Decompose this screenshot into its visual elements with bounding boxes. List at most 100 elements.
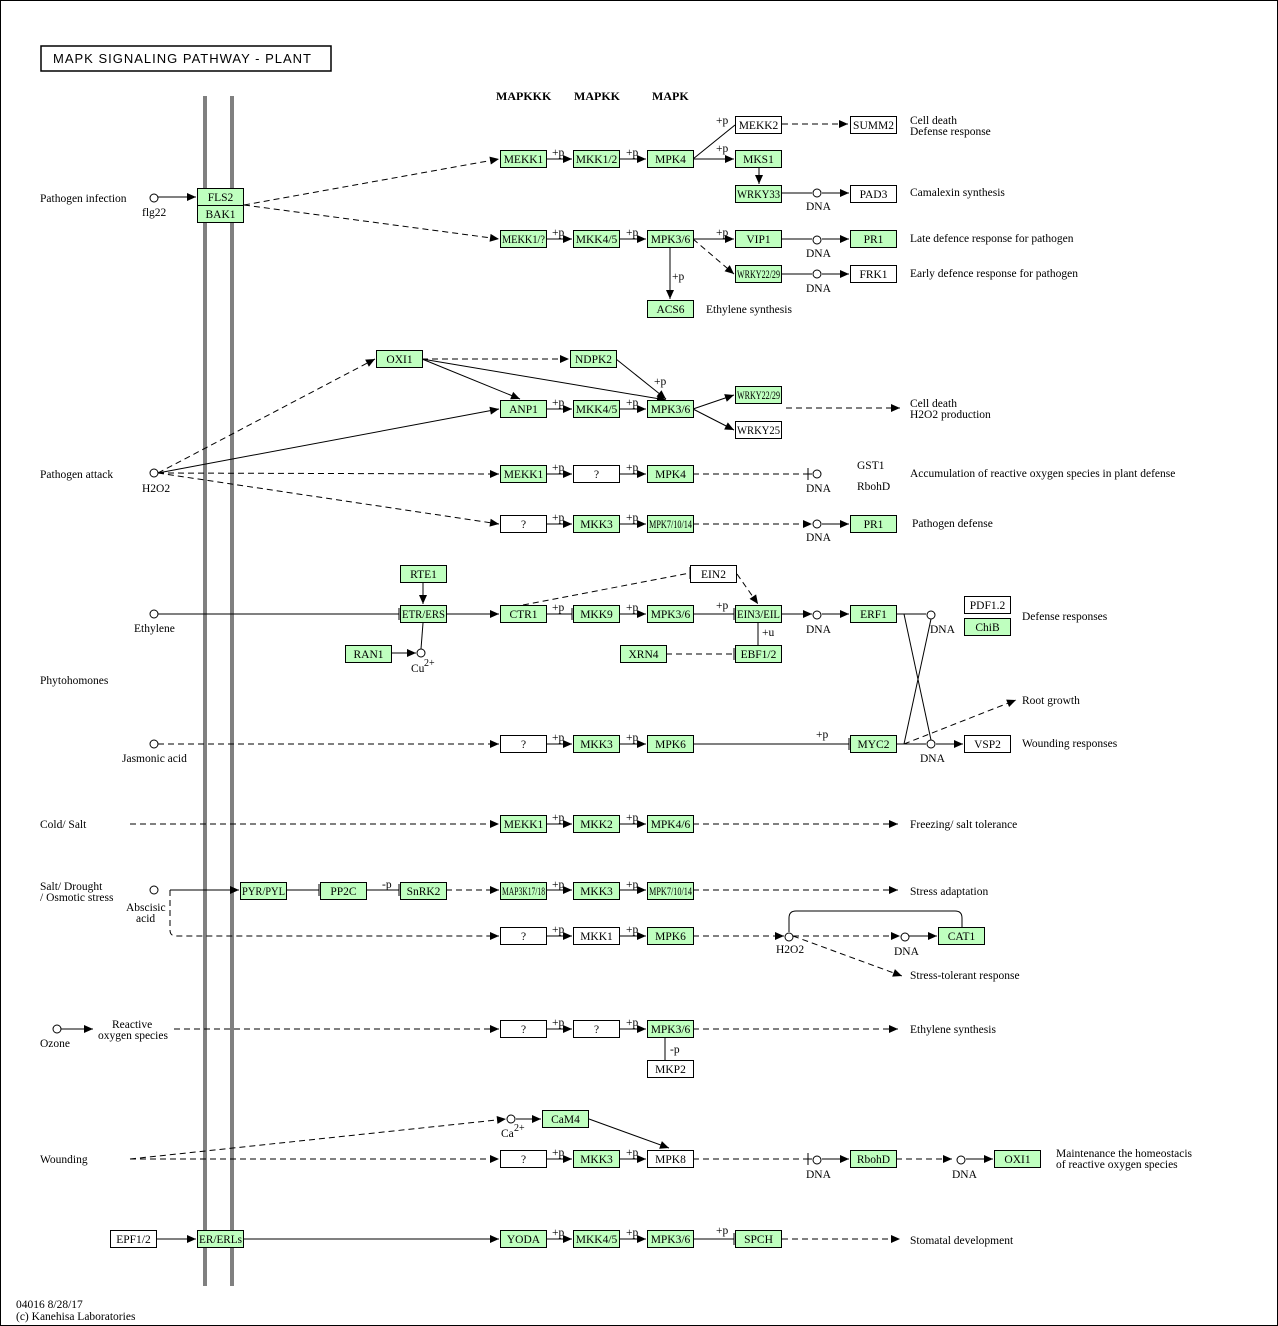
gene-q1[interactable]: ? xyxy=(573,465,620,483)
gene-mpk36-a[interactable]: MPK3/6 xyxy=(647,230,694,248)
gene-mekk2[interactable]: MEKK2 xyxy=(735,116,782,134)
gene-mpk8[interactable]: MPK8 xyxy=(647,1150,694,1168)
gene-wrky229[interactable]: WRKY22/29 xyxy=(735,265,782,283)
gene-label: PDF1.2 xyxy=(970,600,1006,612)
gene-vip1[interactable]: VIP1 xyxy=(735,230,782,248)
gene-mkk9[interactable]: MKK9 xyxy=(573,605,620,623)
gene-myc2[interactable]: MYC2 xyxy=(850,735,897,753)
gene-mks1[interactable]: MKS1 xyxy=(735,150,782,168)
gene-mkk45-c[interactable]: MKK4/5 xyxy=(573,1230,620,1248)
gene-label: MPK4/6 xyxy=(651,819,691,831)
gene-fls2[interactable]: FLS2 xyxy=(197,188,244,206)
gene-cat1[interactable]: CAT1 xyxy=(938,927,985,945)
gene-mkp2[interactable]: MKP2 xyxy=(647,1060,694,1078)
gene-oxi1-b[interactable]: OXI1 xyxy=(994,1150,1041,1168)
gene-mpk4-a[interactable]: MPK4 xyxy=(647,150,694,168)
label-cold-salt: Cold/ Salt xyxy=(40,819,87,831)
gene-map3k178[interactable]: MAP3K17/18 xyxy=(500,882,547,900)
gene-label: ? xyxy=(521,931,526,943)
label-defense-response: Defense response xyxy=(910,126,991,138)
gene-q4[interactable]: ? xyxy=(500,927,547,945)
gene-q3[interactable]: ? xyxy=(500,735,547,753)
gene-mkk2[interactable]: MKK2 xyxy=(573,815,620,833)
gene-snrk2[interactable]: SnRK2 xyxy=(400,882,447,900)
gene-cam4[interactable]: CaM4 xyxy=(542,1110,589,1128)
gene-pr1-b[interactable]: PR1 xyxy=(850,515,897,533)
gene-mpk46[interactable]: MPK4/6 xyxy=(647,815,694,833)
gene-pr1-a[interactable]: PR1 xyxy=(850,230,897,248)
gene-wrky2229[interactable]: WRKY22/29 xyxy=(735,386,782,404)
gene-mkk3-b[interactable]: MKK3 xyxy=(573,735,620,753)
gene-q7[interactable]: ? xyxy=(500,1150,547,1168)
gene-ebf12[interactable]: EBF1/2 xyxy=(735,645,782,663)
gene-q5[interactable]: ? xyxy=(500,1020,547,1038)
gene-q2[interactable]: ? xyxy=(500,515,547,533)
gene-mkk3-d[interactable]: MKK3 xyxy=(573,1150,620,1168)
label-phosphorylation: +p xyxy=(716,143,728,155)
gene-mpk36-c[interactable]: MPK3/6 xyxy=(647,605,694,623)
gene-ein2[interactable]: EIN2 xyxy=(690,565,737,583)
label-dna: DNA xyxy=(806,201,832,213)
gene-mekk1-c[interactable]: MEKK1 xyxy=(500,465,547,483)
gene-label: ? xyxy=(594,469,599,481)
gene-mekk1-d[interactable]: MEKK1 xyxy=(500,815,547,833)
gene-label: MKP2 xyxy=(655,1064,686,1076)
gene-summ2[interactable]: SUMM2 xyxy=(850,116,897,134)
gene-rte1[interactable]: RTE1 xyxy=(400,565,447,583)
header-mapkkk: MAPKKK xyxy=(496,89,552,103)
gene-label: MPK6 xyxy=(655,931,686,943)
gene-yoda[interactable]: YODA xyxy=(500,1230,547,1248)
gene-erf1[interactable]: ERF1 xyxy=(850,605,897,623)
gene-mpk36-d[interactable]: MPK3/6 xyxy=(647,1020,694,1038)
gene-label: ACS6 xyxy=(656,304,684,316)
gene-spch[interactable]: SPCH xyxy=(735,1230,782,1248)
gene-mkk3-c[interactable]: MKK3 xyxy=(573,882,620,900)
gene-label: MKS1 xyxy=(743,154,774,166)
gene-label: MEKK1 xyxy=(504,469,544,481)
gene-pdf12[interactable]: PDF1.2 xyxy=(964,596,1011,614)
gene-oxi1-a[interactable]: OXI1 xyxy=(376,350,423,368)
gene-label: PR1 xyxy=(864,234,884,246)
gene-mpk6-a[interactable]: MPK6 xyxy=(647,735,694,753)
gene-mpk36-e[interactable]: MPK3/6 xyxy=(647,1230,694,1248)
label-phosphorylation: +p xyxy=(552,812,564,824)
gene-mkk12[interactable]: MKK1/2 xyxy=(573,150,620,168)
gene-pp2c[interactable]: PP2C xyxy=(320,882,367,900)
label-camalexin: Camalexin synthesis xyxy=(910,187,1005,199)
gene-bak1[interactable]: BAK1 xyxy=(197,205,244,223)
gene-frk1[interactable]: FRK1 xyxy=(850,265,897,283)
gene-pyr[interactable]: PYR/PYL xyxy=(240,882,287,900)
gene-ran1[interactable]: RAN1 xyxy=(345,645,392,663)
label-pathogen-infection: Pathogen infection xyxy=(40,193,127,205)
label-phosphorylation: +p xyxy=(626,397,638,409)
gene-etr[interactable]: ETR/ERS xyxy=(400,605,447,623)
gene-mpk71014-a[interactable]: MPK7/10/14 xyxy=(647,515,694,533)
gene-mkk1[interactable]: MKK1 xyxy=(573,927,620,945)
gene-mpk36-b[interactable]: MPK3/6 xyxy=(647,400,694,418)
gene-mkk45-b[interactable]: MKK4/5 xyxy=(573,400,620,418)
gene-q6[interactable]: ? xyxy=(573,1020,620,1038)
gene-mpk71014-b[interactable]: MPK7/10/14 xyxy=(647,882,694,900)
gene-mpk4-b[interactable]: MPK4 xyxy=(647,465,694,483)
gene-mkk3-a[interactable]: MKK3 xyxy=(573,515,620,533)
gene-ndpk2[interactable]: NDPK2 xyxy=(570,350,617,368)
gene-anp1[interactable]: ANP1 xyxy=(500,400,547,418)
gene-ein3[interactable]: EIN3/EIL xyxy=(735,605,782,623)
gene-xrn4[interactable]: XRN4 xyxy=(620,645,667,663)
gene-chib[interactable]: ChiB xyxy=(964,618,1011,636)
gene-pad3[interactable]: PAD3 xyxy=(850,185,897,203)
gene-vsp2[interactable]: VSP2 xyxy=(964,735,1011,753)
edge xyxy=(903,613,932,741)
gene-epf12[interactable]: EPF1/2 xyxy=(110,1230,157,1248)
gene-mekk1-b[interactable]: MEKK1/? xyxy=(500,230,547,248)
gene-wrky33[interactable]: WRKY33 xyxy=(735,185,782,203)
gene-rbohd[interactable]: RbohD xyxy=(850,1150,897,1168)
label-phosphorylation: +p xyxy=(552,732,564,744)
gene-wrky25[interactable]: WRKY25 xyxy=(735,421,782,439)
gene-mpk6-b[interactable]: MPK6 xyxy=(647,927,694,945)
gene-mkk45-a[interactable]: MKK4/5 xyxy=(573,230,620,248)
gene-mekk1-a[interactable]: MEKK1 xyxy=(500,150,547,168)
gene-erl[interactable]: ER/ERLs xyxy=(197,1230,244,1248)
gene-acs6[interactable]: ACS6 xyxy=(647,300,694,318)
gene-ctr1[interactable]: CTR1 xyxy=(500,605,547,623)
